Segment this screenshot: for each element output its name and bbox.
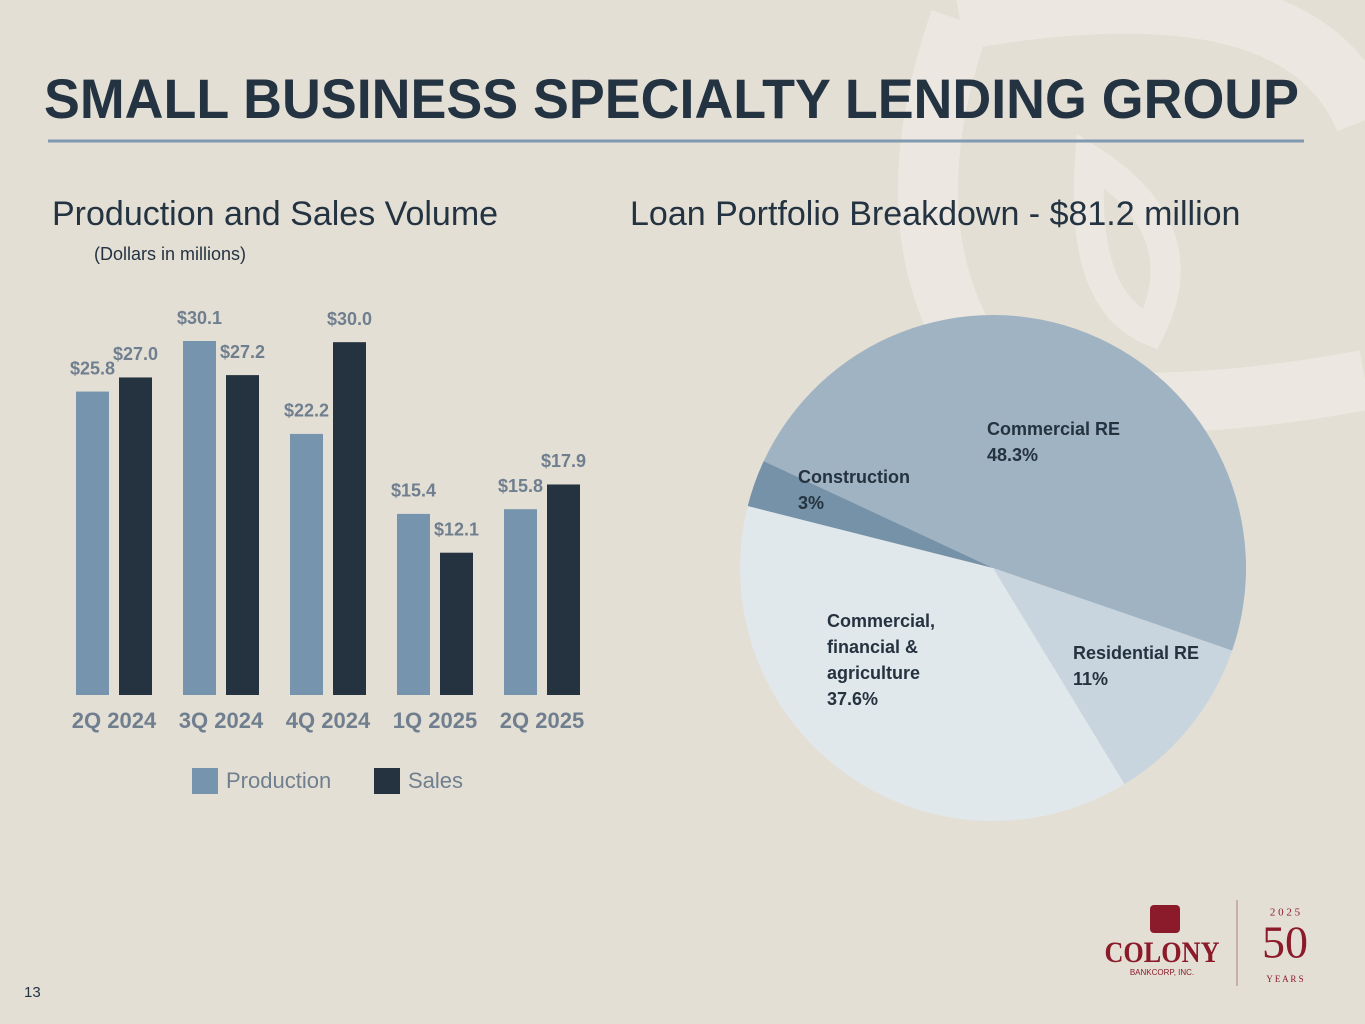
value-label: $25.8 (70, 358, 115, 378)
slice-label-text: Residential RE 11% (1073, 640, 1223, 692)
x-tick-label: 2Q 2025 (500, 708, 584, 733)
slice-category: Residential RE (1073, 643, 1200, 663)
pie-slice (763, 314, 1247, 651)
slice-value: 3% (798, 493, 825, 513)
bar (504, 509, 537, 695)
value-label: $27.0 (113, 344, 158, 364)
slice-value: 11% (1073, 669, 1109, 689)
bar (290, 433, 323, 695)
logo-sub: BANKCORP, INC. (1130, 968, 1194, 977)
logo: COLONY BANKCORP, INC. 2 0 2 5 50 Y E A R… (1105, 900, 1308, 986)
bar (333, 342, 366, 695)
slice-category: Construction (798, 467, 910, 487)
logo-name: COLONY (1105, 936, 1220, 969)
logo-years: Y E A R S (1266, 974, 1303, 984)
slice-category: Commercial, financial & agriculture (827, 611, 936, 683)
slice-value: 48.3% (987, 445, 1039, 465)
logo-year: 2 0 2 5 (1270, 907, 1301, 919)
page-number: 13 (24, 984, 41, 1001)
value-label: $30.1 (177, 308, 222, 328)
bar (440, 552, 473, 695)
slice-label: Construction 3% (798, 464, 938, 516)
bar-chart-subtitle: (Dollars in millions) (94, 244, 246, 264)
x-tick-label: 3Q 2024 (179, 708, 264, 733)
x-tick-label: 4Q 2024 (286, 708, 371, 733)
slice-label: Commercial, financial & agriculture 37.6% (827, 608, 967, 712)
value-label: $12.1 (434, 519, 479, 539)
legend-label: Production (226, 768, 331, 793)
slice-category: Commercial RE (987, 419, 1121, 439)
bar (547, 484, 580, 695)
bar (226, 375, 259, 695)
x-tick-label: 1Q 2025 (393, 708, 477, 733)
bar-chart-title: Production and Sales Volume (52, 195, 498, 233)
legend-label: Sales (408, 768, 463, 793)
value-label: $27.2 (220, 342, 265, 362)
x-tick-label: 2Q 2024 (72, 708, 157, 733)
slice-value: 37.6% (827, 689, 879, 709)
value-label: $15.4 (391, 481, 436, 501)
legend-swatch (192, 768, 218, 794)
bar (76, 391, 109, 695)
slice-label-text: Commercial RE 48.3% (987, 416, 1147, 468)
logo-anniversary: 50 (1262, 917, 1308, 968)
bar (397, 513, 430, 695)
slice-label-text: Construction 3% (798, 464, 938, 516)
pie-slice (739, 505, 1125, 822)
slice-label: Commercial RE 48.3% (987, 416, 1147, 468)
value-label: $15.8 (498, 476, 543, 496)
pie-slice (993, 568, 1233, 785)
bar (119, 377, 152, 695)
slice-label: Residential RE 11% (1073, 640, 1223, 692)
slice-label-text: Commercial, financial & agriculture 37.6% (827, 608, 967, 712)
pie-slice (747, 461, 993, 568)
value-label: $30.0 (327, 309, 372, 329)
pie-chart-title: Loan Portfolio Breakdown - $81.2 million (630, 195, 1240, 233)
page-title: SMALL BUSINESS SPECIALTY LENDING GROUP (44, 67, 1299, 130)
legend-swatch (374, 768, 400, 794)
value-label: $22.2 (284, 401, 329, 421)
logo-icon (1150, 905, 1180, 933)
value-label: $17.9 (541, 451, 586, 471)
bar (183, 341, 216, 695)
